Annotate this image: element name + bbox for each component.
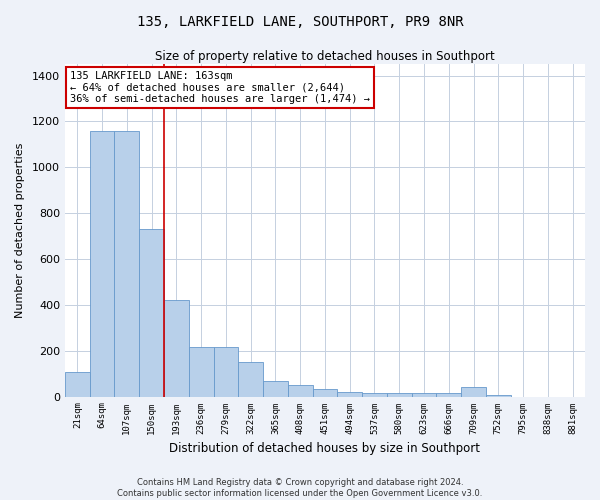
Bar [362, 393, 387, 396]
Bar [65, 372, 89, 396]
Text: 135 LARKFIELD LANE: 163sqm
← 64% of detached houses are smaller (2,644)
36% of s: 135 LARKFIELD LANE: 163sqm ← 64% of deta… [70, 71, 370, 104]
Bar [139, 229, 164, 396]
Bar [436, 393, 461, 396]
Title: Size of property relative to detached houses in Southport: Size of property relative to detached ho… [155, 50, 495, 63]
Bar [461, 388, 486, 396]
Bar [412, 393, 436, 396]
Bar [164, 300, 189, 396]
Bar [238, 362, 263, 396]
Bar [214, 348, 238, 397]
Y-axis label: Number of detached properties: Number of detached properties [15, 142, 25, 318]
X-axis label: Distribution of detached houses by size in Southport: Distribution of detached houses by size … [169, 442, 481, 455]
Bar [337, 392, 362, 396]
Bar [263, 380, 288, 396]
Text: 135, LARKFIELD LANE, SOUTHPORT, PR9 8NR: 135, LARKFIELD LANE, SOUTHPORT, PR9 8NR [137, 15, 463, 29]
Bar [115, 130, 139, 396]
Bar [89, 130, 115, 396]
Bar [313, 388, 337, 396]
Bar [288, 385, 313, 396]
Bar [387, 393, 412, 396]
Bar [189, 348, 214, 397]
Text: Contains HM Land Registry data © Crown copyright and database right 2024.
Contai: Contains HM Land Registry data © Crown c… [118, 478, 482, 498]
